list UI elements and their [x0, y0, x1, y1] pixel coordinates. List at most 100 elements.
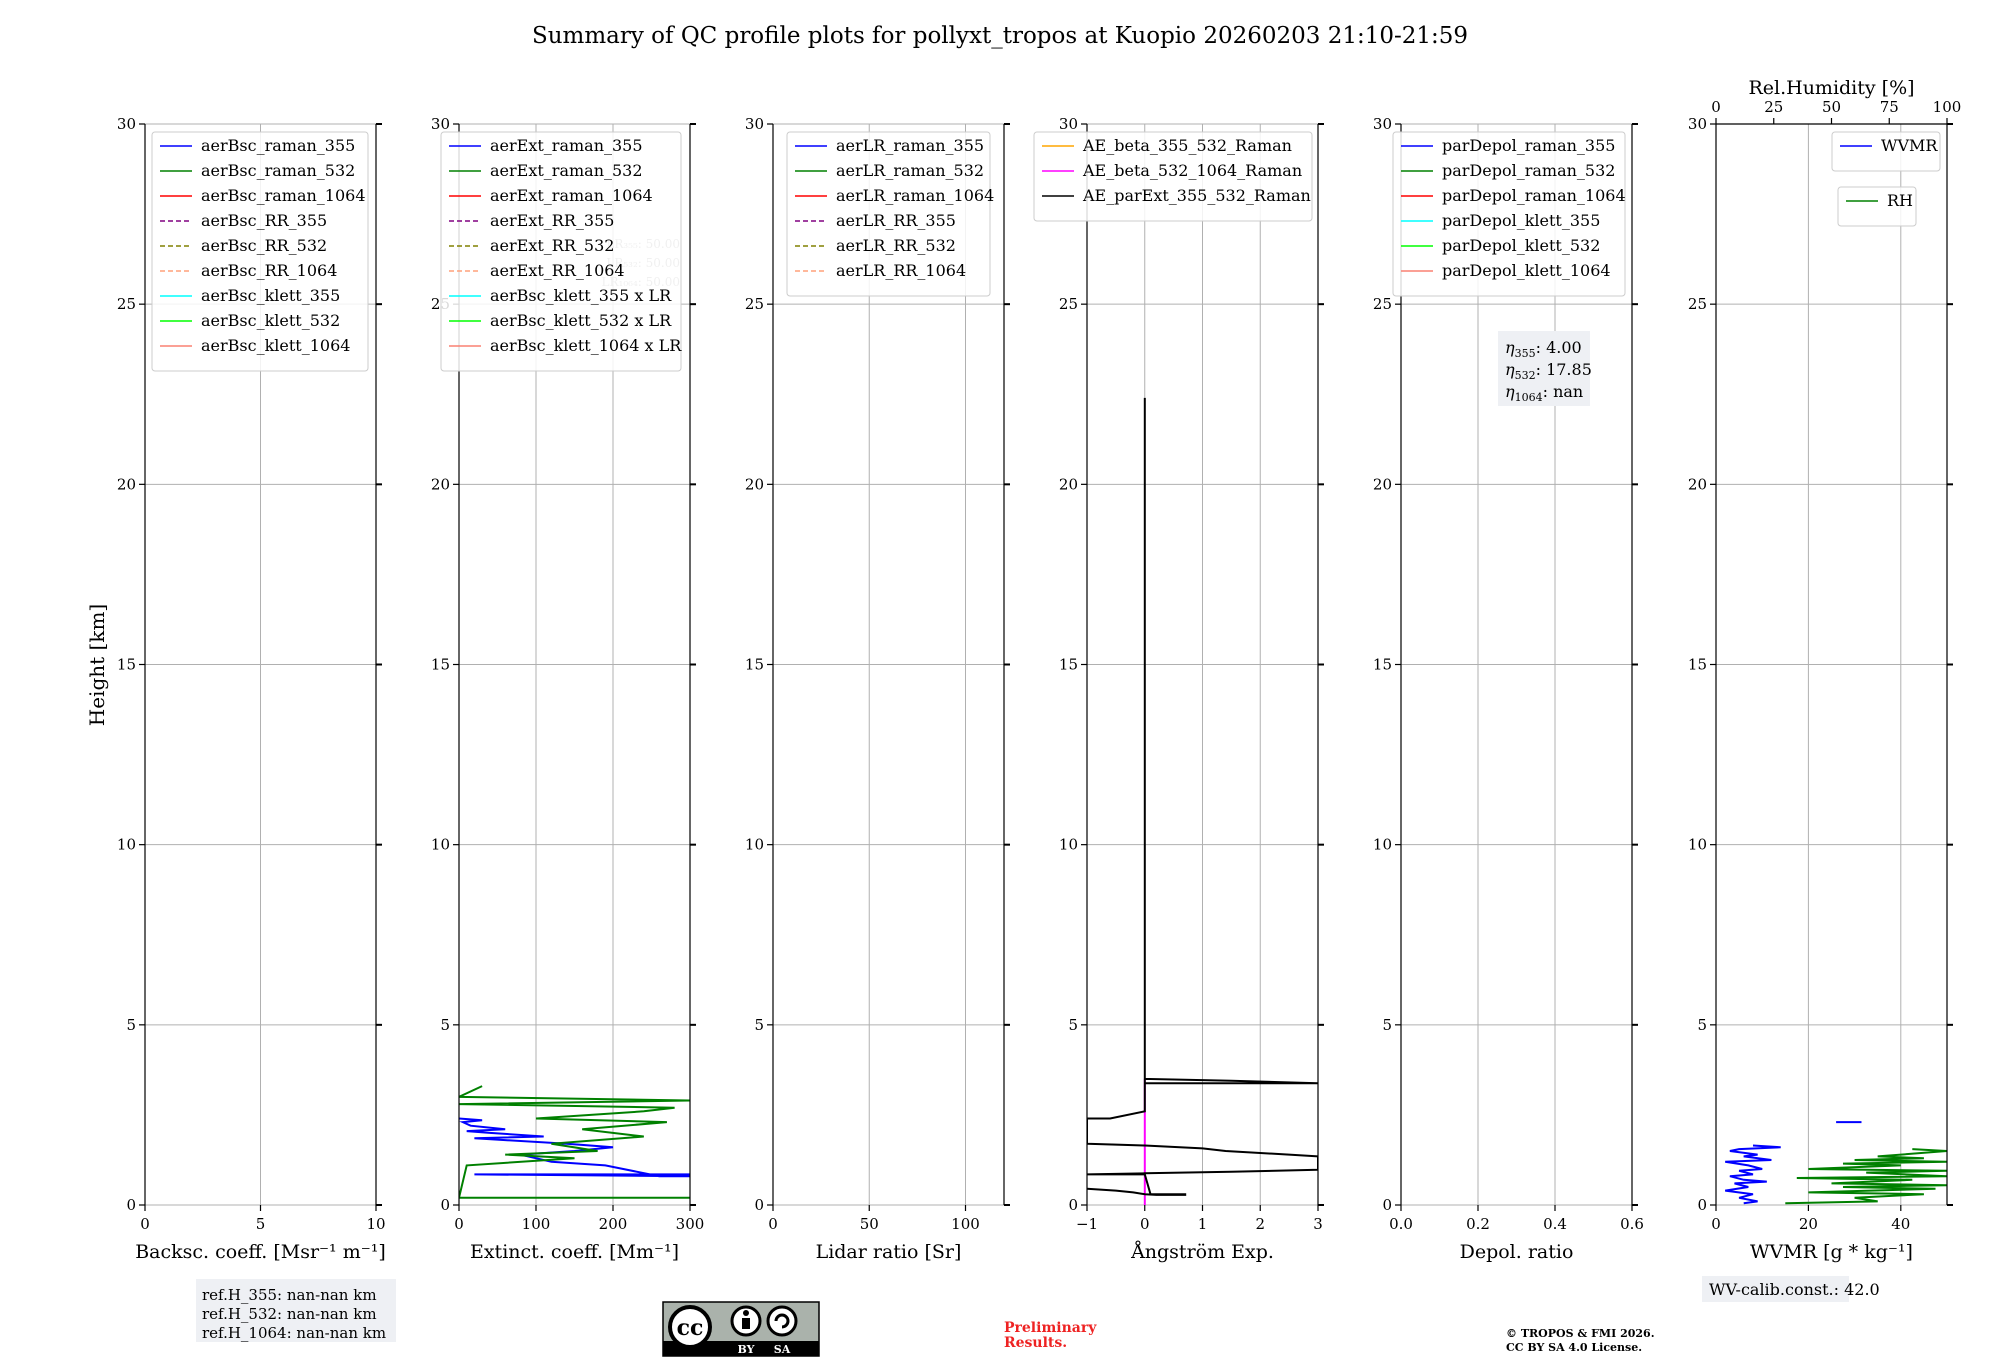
x-tick-label: 40 — [1891, 1215, 1910, 1233]
x-tick-label: 0.2 — [1466, 1215, 1490, 1233]
panel-bsc: 0 5 10 15 20 25 30 0 5 10 Backsc. coeff. [Msr⁻¹ m⁻… — [117, 115, 386, 1263]
sa-label: SA — [774, 1343, 791, 1356]
y-tick-label: 20 — [1373, 475, 1392, 493]
x-tick-label: 2 — [1255, 1215, 1265, 1233]
eta-symbol: η — [1505, 360, 1515, 379]
x-tick-label: 3 — [1313, 1215, 1323, 1233]
refh-355: ref.H_355: nan-nan km — [202, 1286, 377, 1304]
legend-label: aerBsc_klett_1064 x LR — [490, 336, 682, 355]
legend-label: parDepol_klett_355 — [1442, 211, 1600, 230]
y-tick-label: 0 — [1382, 1196, 1392, 1214]
series-line-aerExt_raman_532 — [459, 1085, 690, 1199]
x-tick-label: 0 — [768, 1215, 778, 1233]
legend-label: aerExt_RR_1064 — [490, 261, 625, 280]
cc-label: cc — [677, 1315, 704, 1341]
legend-label: aerBsc_raman_532 — [201, 161, 355, 180]
eta-number: : 4.00 — [1536, 338, 1582, 357]
sa-share-icon — [766, 1305, 798, 1337]
y-tick-label: 25 — [1059, 295, 1078, 313]
legend-label: parDepol_klett_532 — [1442, 236, 1600, 255]
y-tick-label: 0 — [440, 1196, 450, 1214]
eta-box — [1498, 331, 1590, 406]
y-tick-label: 30 — [1688, 115, 1707, 133]
y-tick-label: 10 — [745, 836, 764, 854]
x-tick-label: 20 — [1799, 1215, 1818, 1233]
x-axis-label: Backsc. coeff. [Msr⁻¹ m⁻¹] — [135, 1241, 386, 1263]
legend-label: aerLR_RR_1064 — [836, 261, 966, 280]
eta-subscript: 355 — [1515, 347, 1536, 360]
series-line-RH — [1785, 1148, 1947, 1205]
x-tick-label: 0 — [140, 1215, 150, 1233]
x-tick-label: 300 — [676, 1215, 705, 1233]
eta-subscript: 532 — [1515, 369, 1536, 382]
top-x-tick-label: 100 — [1933, 98, 1962, 116]
x-axis-label: Lidar ratio [Sr] — [816, 1241, 962, 1263]
x-tick-label: 0.0 — [1389, 1215, 1413, 1233]
x-tick-label: 0.6 — [1620, 1215, 1644, 1233]
x-tick-label: 100 — [522, 1215, 551, 1233]
series-line-aerExt_raman_355 — [459, 1117, 690, 1178]
y-tick-label: 15 — [1373, 656, 1392, 674]
y-tick-label: 30 — [1059, 115, 1078, 133]
x-tick-label: 5 — [256, 1215, 266, 1233]
legend-label: parDepol_raman_1064 — [1442, 186, 1626, 205]
y-tick-label: 30 — [1373, 115, 1392, 133]
eta-number: : nan — [1543, 382, 1584, 401]
y-tick-label: 10 — [1059, 836, 1078, 854]
x-tick-label: 0 — [1140, 1215, 1150, 1233]
legend-label: WVMR — [1881, 136, 1938, 155]
y-tick-label: 25 — [1373, 295, 1392, 313]
figure-title: Summary of QC profile plots for pollyxt_… — [532, 23, 1468, 49]
y-tick-label: 20 — [745, 475, 764, 493]
legend-label: aerBsc_RR_1064 — [201, 261, 337, 280]
y-tick-label: 30 — [431, 115, 450, 133]
y-tick-label: 15 — [117, 656, 136, 674]
y-tick-label: 0 — [1068, 1196, 1078, 1214]
legend-label: aerExt_raman_355 — [490, 136, 643, 155]
y-tick-label: 0 — [754, 1196, 764, 1214]
legend-label: aerLR_RR_532 — [836, 236, 956, 255]
y-tick-label: 15 — [1688, 656, 1707, 674]
eta-value: η355: 4.00 — [1505, 338, 1582, 360]
x-tick-label: 50 — [860, 1215, 879, 1233]
y-tick-label: 5 — [126, 1016, 136, 1034]
legend-label: aerLR_raman_532 — [836, 161, 984, 180]
legend-label: AE_parExt_355_532_Raman — [1082, 186, 1311, 205]
x-axis-label: WVMR [g * kg⁻¹] — [1750, 1241, 1913, 1263]
eta-value: η1064: nan — [1505, 382, 1583, 404]
y-tick-label: 5 — [1382, 1016, 1392, 1034]
legend-label: aerLR_RR_355 — [836, 211, 956, 230]
legend-box — [1033, 131, 1313, 222]
legend-label: aerExt_raman_532 — [490, 161, 643, 180]
y-tick-label: 5 — [1068, 1016, 1078, 1034]
legend-label: aerBsc_RR_355 — [201, 211, 327, 230]
legend-label: aerBsc_klett_532 x LR — [490, 311, 672, 330]
preliminary-note-line1: Preliminary — [1004, 1320, 1097, 1336]
top-x-tick-label: 75 — [1880, 98, 1899, 116]
legend-box — [1837, 186, 1917, 227]
wv-calibration-box: WV-calib.const.: 42.0 — [1702, 1276, 1880, 1302]
legend-label: parDepol_raman_532 — [1442, 161, 1615, 180]
legend-label: aerBsc_klett_532 — [201, 311, 340, 330]
x-axis-label: Extinct. coeff. [Mm⁻¹] — [470, 1241, 679, 1263]
y-tick-label: 20 — [431, 475, 450, 493]
legend-label: aerLR_raman_1064 — [836, 186, 994, 205]
y-tick-label: 10 — [431, 836, 450, 854]
preliminary-note-line2: Results. — [1004, 1335, 1067, 1351]
eta-number: : 17.85 — [1536, 360, 1592, 379]
y-tick-label: 0 — [1697, 1196, 1707, 1214]
x-tick-label: 100 — [951, 1215, 980, 1233]
x-tick-label: −1 — [1076, 1215, 1098, 1233]
refh-1064: ref.H_1064: nan-nan km — [202, 1324, 386, 1342]
legend-label: aerBsc_raman_355 — [201, 136, 355, 155]
legend-label: AE_beta_355_532_Raman — [1082, 136, 1292, 155]
y-axis-label: Height [km] — [85, 604, 109, 726]
legend-label: RH — [1887, 191, 1913, 210]
legend-box — [440, 131, 682, 372]
y-tick-label: 10 — [1373, 836, 1392, 854]
legend-label: aerLR_raman_355 — [836, 136, 984, 155]
copyright-line2: CC BY SA 4.0 License. — [1506, 1341, 1642, 1354]
legend-box — [1831, 131, 1941, 172]
